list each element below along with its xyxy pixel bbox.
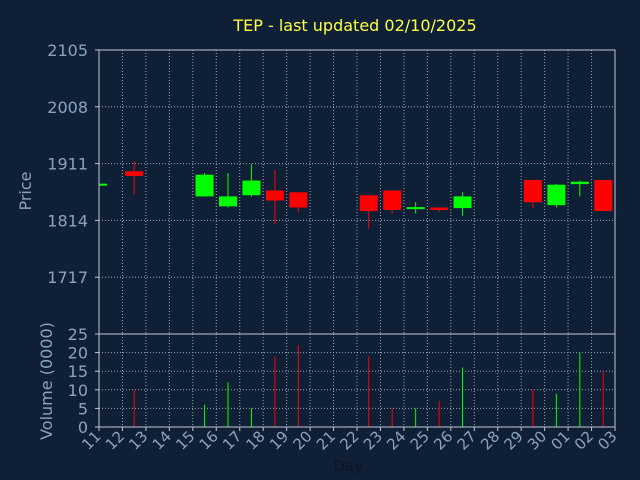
volume-y-tick-label: 0 — [78, 418, 88, 437]
candle-body — [406, 207, 425, 210]
candle-body — [453, 196, 472, 209]
x-tick-label: 28 — [477, 427, 503, 453]
volume-y-tick-label: 15 — [68, 362, 88, 381]
x-tick-label: 26 — [430, 427, 456, 453]
price-y-tick-label: 1911 — [47, 155, 88, 174]
candle-body — [289, 192, 308, 208]
candle-body — [547, 184, 566, 206]
chart-title: TEP - last updated 02/10/2025 — [232, 16, 476, 35]
price-y-tick-label: 1717 — [47, 268, 88, 287]
x-tick-label: 01 — [547, 427, 573, 453]
x-tick-label: 17 — [219, 427, 245, 453]
candle-body — [125, 171, 144, 176]
candle-body — [594, 179, 613, 212]
candle-body — [242, 180, 261, 196]
volume-bars — [133, 345, 604, 427]
x-tick-label: 03 — [594, 427, 620, 453]
candle-body — [430, 207, 449, 210]
candle-body — [265, 190, 284, 201]
candle-body — [359, 195, 378, 212]
x-tick-label: 21 — [313, 427, 339, 453]
x-tick-label: 29 — [501, 427, 527, 453]
x-tick-label: 02 — [571, 427, 597, 453]
candle-body — [383, 190, 402, 210]
candle-body — [195, 174, 214, 197]
volume-axis-label: Volume (0000) — [37, 322, 56, 440]
x-tick-label: 12 — [102, 427, 128, 453]
x-tick-label: 19 — [266, 427, 292, 453]
volume-y-tick-label: 5 — [78, 399, 88, 418]
x-tick-label: 14 — [149, 427, 175, 453]
price-y-ticks: 2105 2008 1911 1814 1717 — [47, 41, 99, 287]
price-axis-label: Price — [16, 171, 35, 210]
x-tick-label: 30 — [524, 427, 550, 453]
candles — [99, 161, 613, 229]
x-tick-label: 16 — [196, 427, 222, 453]
candle-body — [99, 183, 107, 186]
candle-body — [523, 179, 542, 203]
x-tick-label: 20 — [289, 427, 315, 453]
volume-grid — [99, 334, 615, 427]
x-tick-label: 23 — [360, 427, 386, 453]
x-tick-label: 27 — [454, 427, 480, 453]
price-y-tick-label: 2008 — [47, 98, 88, 117]
price-y-tick-label: 2105 — [47, 41, 88, 60]
volume-y-tick-label: 20 — [68, 344, 88, 363]
price-grid — [99, 50, 615, 334]
volume-panel-frame — [98, 333, 616, 428]
candle-body — [219, 196, 237, 207]
x-ticks: 1112131415161718192021222324252627282930… — [78, 427, 621, 454]
x-tick-label: 15 — [172, 427, 198, 453]
x-axis-label: Day — [333, 457, 363, 475]
x-tick-label: 24 — [383, 427, 409, 453]
price-y-tick-label: 1814 — [47, 211, 88, 230]
x-tick-label: 22 — [336, 427, 362, 453]
x-tick-label: 25 — [407, 427, 433, 453]
volume-y-tick-label: 10 — [68, 381, 88, 400]
volume-y-tick-label: 25 — [68, 325, 88, 344]
candle-body — [570, 181, 589, 185]
x-tick-label: 18 — [243, 427, 269, 453]
x-tick-label: 13 — [125, 427, 151, 453]
